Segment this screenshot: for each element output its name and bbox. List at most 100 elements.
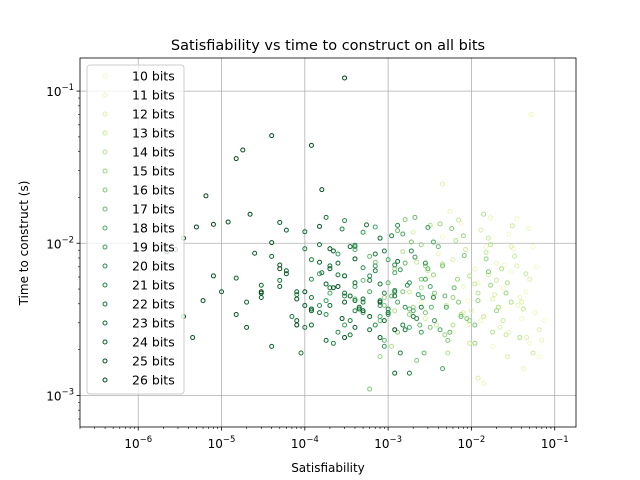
data-point-series-9: [400, 231, 406, 237]
data-point-series-8: [421, 350, 427, 356]
data-point-series-12: [397, 350, 403, 356]
data-point-series-14: [258, 282, 264, 288]
data-point-series-13: [323, 214, 329, 220]
data-point-series-14: [356, 306, 362, 312]
data-point-series-15: [302, 302, 308, 308]
data-point-series-11: [342, 218, 348, 224]
data-point-series-14: [377, 235, 383, 241]
data-point-series-15: [377, 335, 383, 341]
data-point-series-14: [244, 299, 250, 305]
data-point-series-9: [437, 327, 443, 333]
data-point-series-4: [500, 318, 506, 324]
data-point-series-15: [277, 283, 283, 289]
data-point-series-6: [406, 312, 412, 318]
data-point-series-10: [342, 322, 348, 328]
data-point-series-14: [342, 273, 348, 279]
legend-marker: [102, 73, 108, 79]
y-tick-label: 10−1: [46, 83, 74, 99]
data-point-series-11: [308, 276, 314, 282]
data-point-series-15: [342, 299, 348, 305]
data-point-series-12: [389, 233, 395, 239]
data-point-series-5: [499, 266, 505, 272]
legend-label: 21 bits: [132, 278, 175, 293]
data-point-series-10: [425, 224, 431, 230]
data-point-series-10: [317, 271, 322, 277]
data-point-series-16: [342, 335, 348, 341]
data-point-series-12: [347, 318, 353, 324]
data-point-series-11: [430, 295, 436, 300]
data-point-series-10: [377, 302, 383, 308]
data-point-series-10: [335, 251, 341, 257]
legend-label: 25 bits: [132, 354, 175, 369]
data-point-series-6: [483, 256, 489, 262]
data-point-series-3: [492, 292, 498, 298]
data-point-series-11: [360, 265, 366, 271]
legend-marker: [102, 358, 108, 364]
data-point-series-5: [418, 285, 424, 291]
data-point-series-6: [494, 308, 500, 314]
data-point-series-4: [463, 246, 469, 252]
data-point-series-11: [317, 302, 322, 308]
data-point-series-11: [404, 282, 410, 288]
data-point-series-16: [308, 306, 314, 312]
data-point-series-15: [277, 219, 283, 225]
data-point-series-14: [347, 244, 353, 250]
data-point-series-4: [414, 259, 420, 265]
data-point-series-8: [360, 277, 366, 283]
data-point-series-11: [335, 329, 341, 335]
data-point-series-2: [488, 215, 494, 221]
legend-marker: [102, 225, 108, 231]
data-point-series-6: [503, 290, 509, 296]
legend-marker: [102, 168, 108, 174]
data-point-series-17: [277, 266, 283, 272]
data-point-series-5: [389, 343, 395, 349]
data-point-series-12: [400, 322, 406, 328]
legend-marker: [102, 282, 108, 288]
data-point-series-8: [451, 285, 457, 291]
data-point-series-7: [461, 253, 467, 259]
legend-label: 24 bits: [132, 335, 175, 350]
data-point-series-2: [506, 329, 512, 335]
data-point-series-15: [308, 308, 314, 314]
data-point-series-14: [367, 327, 373, 333]
data-point-series-15: [347, 293, 353, 299]
data-point-series-1: [483, 244, 489, 250]
data-point-series-7: [422, 310, 428, 316]
data-point-series-10: [402, 304, 408, 310]
data-point-series-4: [443, 302, 449, 308]
data-point-series-4: [523, 271, 529, 277]
data-point-series-9: [406, 324, 412, 330]
data-point-series-4: [406, 289, 412, 295]
data-point-series-9: [327, 290, 333, 296]
data-point-series-3: [514, 263, 520, 269]
data-point-series-4: [503, 332, 509, 338]
data-point-series-13: [395, 258, 401, 264]
data-point-series-16: [190, 335, 196, 341]
x-tick-label: 10−5: [208, 435, 236, 451]
data-point-series-17: [269, 133, 275, 139]
data-point-series-8: [417, 322, 423, 328]
data-point-series-7: [440, 263, 446, 269]
data-point-series-6: [422, 263, 428, 269]
legend-marker: [102, 377, 108, 383]
data-point-series-14: [283, 268, 289, 274]
data-point-series-14: [269, 253, 275, 259]
data-point-series-15: [330, 248, 336, 254]
data-point-series-12: [330, 340, 336, 346]
data-point-series-12: [381, 248, 387, 254]
data-point-series-8: [428, 304, 434, 310]
legend-label: 16 bits: [132, 183, 175, 198]
data-point-series-4: [433, 322, 439, 328]
data-point-series-14: [317, 310, 322, 316]
data-point-series-7: [445, 337, 451, 343]
data-point-series-17: [342, 75, 348, 81]
data-point-series-17: [225, 219, 231, 225]
data-point-series-15: [233, 275, 239, 281]
data-point-series-8: [402, 260, 408, 266]
data-point-series-2: [465, 322, 471, 328]
data-point-series-2: [500, 285, 506, 291]
data-point-series-2: [528, 112, 534, 118]
x-tick-label: 10−2: [458, 435, 486, 451]
data-point-series-7: [485, 269, 491, 275]
legend-label: 10 bits: [132, 69, 175, 84]
